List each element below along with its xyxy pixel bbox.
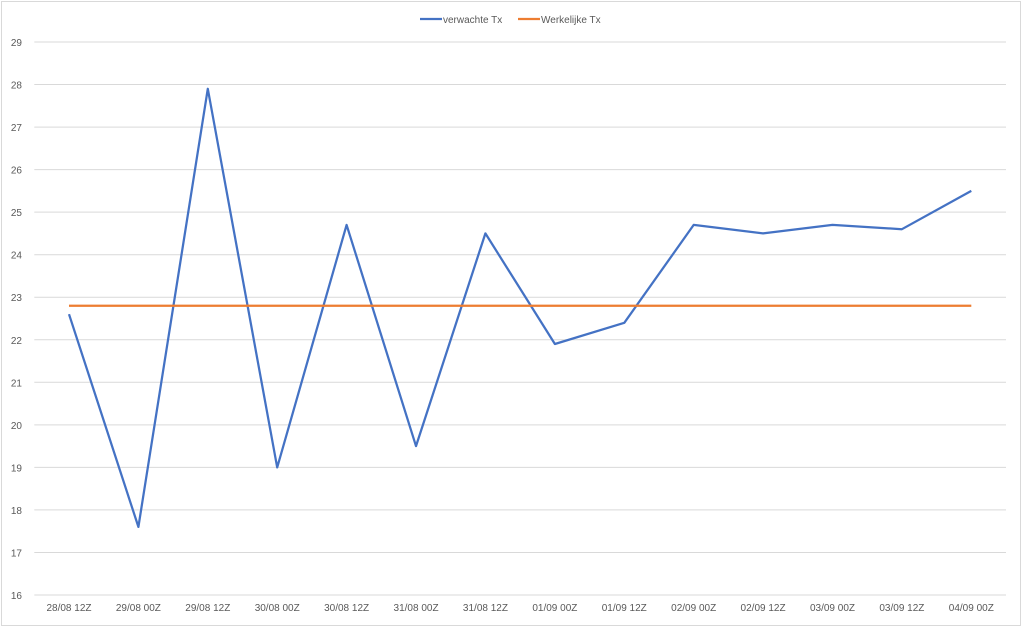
- x-tick-label: 03/09 12Z: [879, 603, 924, 614]
- y-tick-label: 23: [11, 293, 23, 304]
- y-tick-label: 29: [11, 38, 23, 49]
- y-tick-label: 27: [11, 123, 23, 134]
- y-tick-label: 16: [11, 591, 23, 602]
- y-tick-label: 20: [11, 421, 23, 432]
- series-line-1: [67, 87, 972, 529]
- x-tick-label: 01/09 12Z: [602, 603, 647, 614]
- y-tick-label: 28: [11, 81, 23, 92]
- x-tick-label: 04/09 00Z: [949, 603, 994, 614]
- x-tick-label: 03/09 00Z: [810, 603, 855, 614]
- x-tick-label: 31/08 12Z: [463, 603, 508, 614]
- legend-label: Werkelijke Tx: [541, 15, 601, 26]
- y-tick-label: 18: [11, 506, 23, 517]
- x-tick-label: 02/09 12Z: [741, 603, 786, 614]
- x-tick-label: 31/08 00Z: [394, 603, 439, 614]
- y-tick-label: 25: [11, 208, 23, 219]
- x-tick-label: 29/08 12Z: [185, 603, 230, 614]
- y-tick-label: 26: [11, 166, 23, 177]
- legend-label: verwachte Tx: [443, 15, 502, 26]
- x-tick-label: 30/08 00Z: [255, 603, 300, 614]
- x-tick-label: 30/08 12Z: [324, 603, 369, 614]
- y-tick-label: 22: [11, 336, 23, 347]
- y-tick-label: 17: [11, 548, 23, 559]
- x-tick-label: 01/09 00Z: [532, 603, 577, 614]
- y-tick-label: 24: [11, 251, 23, 262]
- x-tick-label: 28/08 12Z: [46, 603, 91, 614]
- x-tick-label: 29/08 00Z: [116, 603, 161, 614]
- x-tick-label: 02/09 00Z: [671, 603, 716, 614]
- y-tick-label: 19: [11, 463, 23, 474]
- y-tick-label: 21: [11, 378, 23, 389]
